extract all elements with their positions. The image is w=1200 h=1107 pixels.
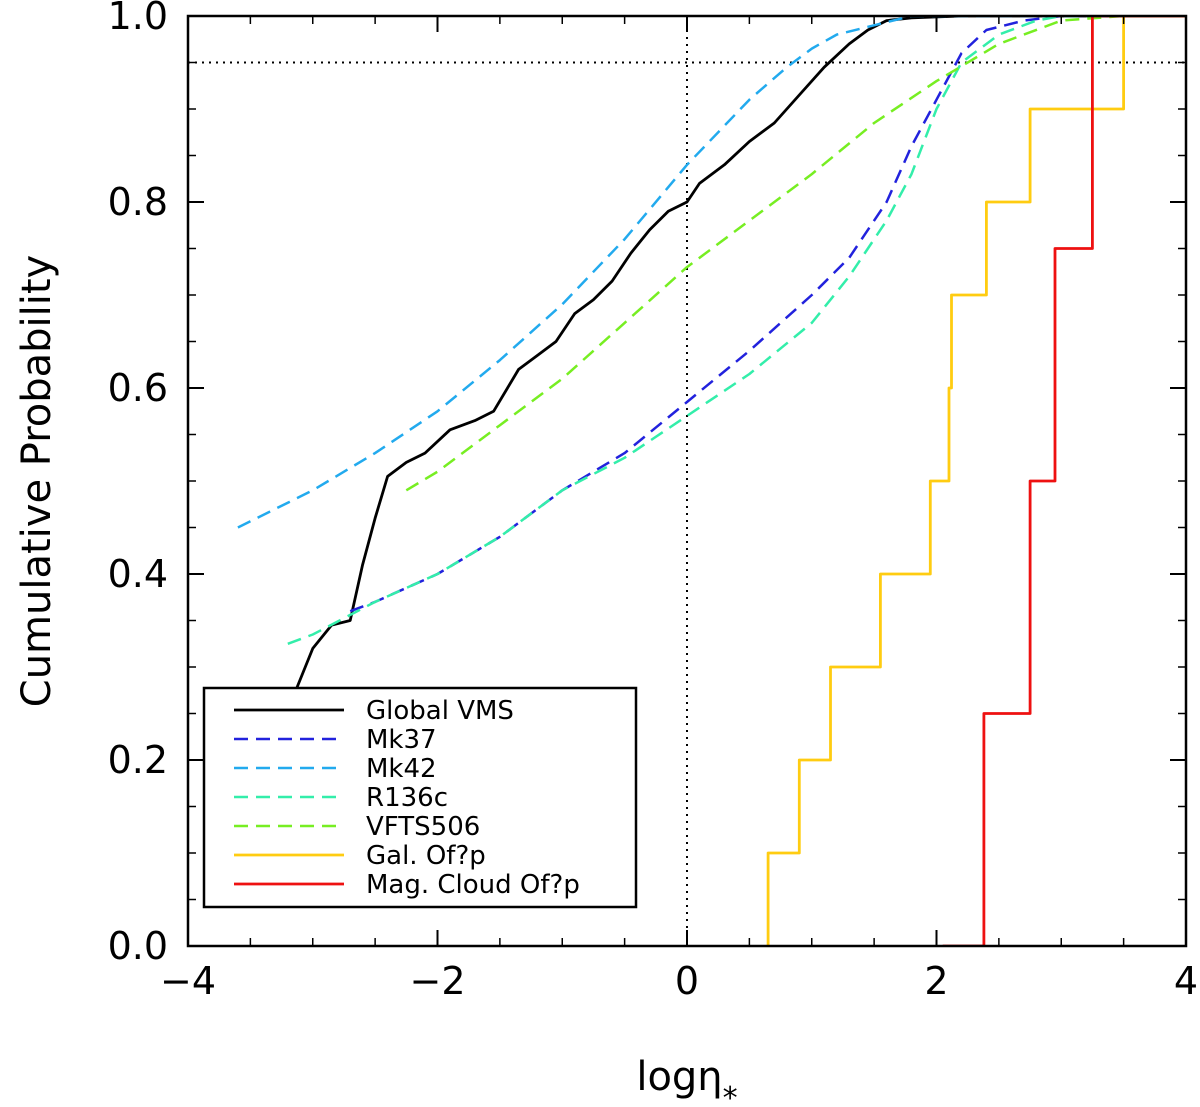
series-line-mag-cloud-of-p bbox=[942, 16, 1186, 946]
series-line-vfts506 bbox=[405, 16, 1186, 492]
series-line-r136c bbox=[287, 16, 1186, 645]
x-tick-label: −2 bbox=[409, 959, 465, 1003]
y-tick-label: 0.4 bbox=[108, 552, 168, 596]
legend-label: Gal. Of?p bbox=[366, 841, 486, 871]
reference-lines bbox=[188, 16, 1186, 946]
legend-box bbox=[202, 686, 638, 909]
y-tick-label: 0.0 bbox=[108, 924, 168, 968]
y-tick-label: 0.2 bbox=[108, 738, 168, 782]
x-tick-label: 2 bbox=[924, 959, 948, 1003]
y-tick-label: 0.8 bbox=[108, 180, 168, 224]
legend-label: Mk42 bbox=[366, 754, 437, 784]
x-axis-title: logη* bbox=[636, 1054, 737, 1107]
x-axis-title-main: logη bbox=[636, 1054, 722, 1100]
y-axis-title: Cumulative Probability bbox=[14, 255, 60, 707]
x-tick-label: −4 bbox=[160, 959, 216, 1003]
series-line-gal-of-p bbox=[766, 16, 1186, 946]
axis-ticks: −4 −2 0 2 4 0.0 0.2 0.4 0.6 0.8 1.0 bbox=[108, 0, 1199, 1003]
x-tick-label: 4 bbox=[1174, 959, 1198, 1003]
legend-label: Global VMS bbox=[366, 696, 514, 726]
y-tick-label: 0.6 bbox=[108, 366, 168, 410]
legend-label: Mag. Cloud Of?p bbox=[366, 870, 580, 900]
legend-label: R136c bbox=[366, 783, 448, 813]
series-line-mk42 bbox=[237, 16, 1186, 529]
legend-label: VFTS506 bbox=[366, 812, 480, 842]
x-tick-label: 0 bbox=[675, 959, 699, 1003]
y-tick-label: 1.0 bbox=[108, 0, 168, 38]
x-axis-title-subscript: * bbox=[723, 1081, 738, 1107]
series-layer bbox=[230, 16, 1186, 946]
legend-label: Mk37 bbox=[366, 725, 437, 755]
